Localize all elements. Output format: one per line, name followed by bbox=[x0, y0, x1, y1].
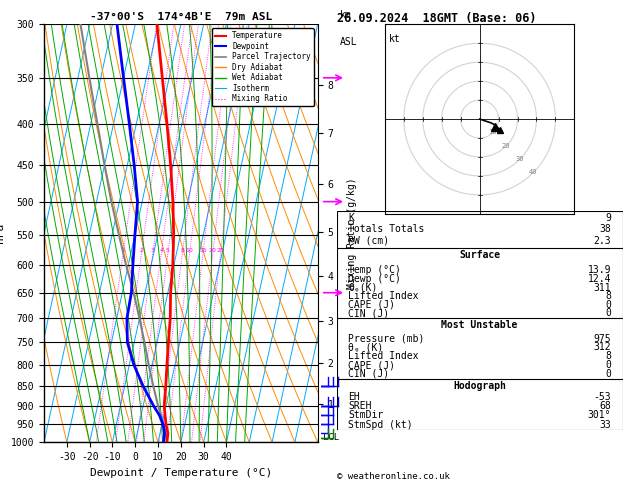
Text: 2: 2 bbox=[140, 248, 143, 253]
Text: 4: 4 bbox=[159, 248, 163, 253]
Title: -37°00'S  174°4B'E  79m ASL: -37°00'S 174°4B'E 79m ASL bbox=[90, 12, 272, 22]
Text: 25: 25 bbox=[216, 248, 225, 253]
Text: Totals Totals: Totals Totals bbox=[348, 224, 425, 234]
Text: 13.9: 13.9 bbox=[587, 265, 611, 276]
Text: 30: 30 bbox=[515, 156, 524, 162]
Text: θₑ (K): θₑ (K) bbox=[348, 342, 383, 352]
Text: 3: 3 bbox=[151, 248, 155, 253]
Text: Most Unstable: Most Unstable bbox=[442, 320, 518, 330]
Text: 9: 9 bbox=[605, 212, 611, 223]
Text: EH: EH bbox=[348, 392, 360, 402]
Text: SREH: SREH bbox=[348, 401, 372, 411]
Text: CAPE (J): CAPE (J) bbox=[348, 360, 395, 370]
Text: kt: kt bbox=[389, 34, 401, 44]
Text: Mixing Ratio (g/kg): Mixing Ratio (g/kg) bbox=[347, 177, 357, 289]
Text: K: K bbox=[348, 212, 354, 223]
Text: 0: 0 bbox=[605, 360, 611, 370]
Text: 311: 311 bbox=[594, 283, 611, 293]
Text: km: km bbox=[340, 10, 351, 20]
Text: 26.09.2024  18GMT (Base: 06): 26.09.2024 18GMT (Base: 06) bbox=[337, 12, 536, 25]
Text: CIN (J): CIN (J) bbox=[348, 308, 389, 318]
Text: Temp (°C): Temp (°C) bbox=[348, 265, 401, 276]
Text: PW (cm): PW (cm) bbox=[348, 236, 389, 245]
Text: 40: 40 bbox=[528, 169, 537, 175]
Text: © weatheronline.co.uk: © weatheronline.co.uk bbox=[337, 472, 449, 481]
Text: 975: 975 bbox=[594, 333, 611, 344]
Text: 2.3: 2.3 bbox=[594, 236, 611, 245]
Text: 0: 0 bbox=[605, 369, 611, 379]
Text: Lifted Index: Lifted Index bbox=[348, 291, 418, 301]
Text: Hodograph: Hodograph bbox=[453, 381, 506, 391]
Text: 12.4: 12.4 bbox=[587, 274, 611, 284]
Text: 0: 0 bbox=[605, 308, 611, 318]
Text: CIN (J): CIN (J) bbox=[348, 369, 389, 379]
Y-axis label: hPa: hPa bbox=[0, 223, 5, 243]
Text: StmSpd (kt): StmSpd (kt) bbox=[348, 420, 413, 430]
Text: 8: 8 bbox=[181, 248, 184, 253]
Text: Pressure (mb): Pressure (mb) bbox=[348, 333, 425, 344]
Text: LCL: LCL bbox=[323, 433, 339, 442]
Text: 301°: 301° bbox=[587, 411, 611, 420]
Text: StmDir: StmDir bbox=[348, 411, 383, 420]
Text: CAPE (J): CAPE (J) bbox=[348, 300, 395, 310]
Text: 10: 10 bbox=[186, 248, 194, 253]
Legend: Temperature, Dewpoint, Parcel Trajectory, Dry Adiabat, Wet Adiabat, Isotherm, Mi: Temperature, Dewpoint, Parcel Trajectory… bbox=[211, 28, 314, 106]
Text: 1: 1 bbox=[121, 248, 125, 253]
Text: 10: 10 bbox=[489, 129, 497, 135]
Text: 38: 38 bbox=[599, 224, 611, 234]
Text: 20: 20 bbox=[209, 248, 217, 253]
Text: 68: 68 bbox=[599, 401, 611, 411]
Text: 33: 33 bbox=[599, 420, 611, 430]
Text: ASL: ASL bbox=[340, 37, 357, 47]
Text: 312: 312 bbox=[594, 342, 611, 352]
Text: Dewp (°C): Dewp (°C) bbox=[348, 274, 401, 284]
X-axis label: Dewpoint / Temperature (°C): Dewpoint / Temperature (°C) bbox=[90, 468, 272, 478]
Text: Lifted Index: Lifted Index bbox=[348, 351, 418, 361]
Text: -53: -53 bbox=[594, 392, 611, 402]
Text: 15: 15 bbox=[199, 248, 207, 253]
Text: 5: 5 bbox=[166, 248, 170, 253]
Text: 0: 0 bbox=[605, 300, 611, 310]
Text: 8: 8 bbox=[605, 351, 611, 361]
Text: 8: 8 bbox=[605, 291, 611, 301]
Text: 20: 20 bbox=[502, 142, 510, 149]
Text: Surface: Surface bbox=[459, 250, 500, 260]
Text: θₑ(K): θₑ(K) bbox=[348, 283, 377, 293]
